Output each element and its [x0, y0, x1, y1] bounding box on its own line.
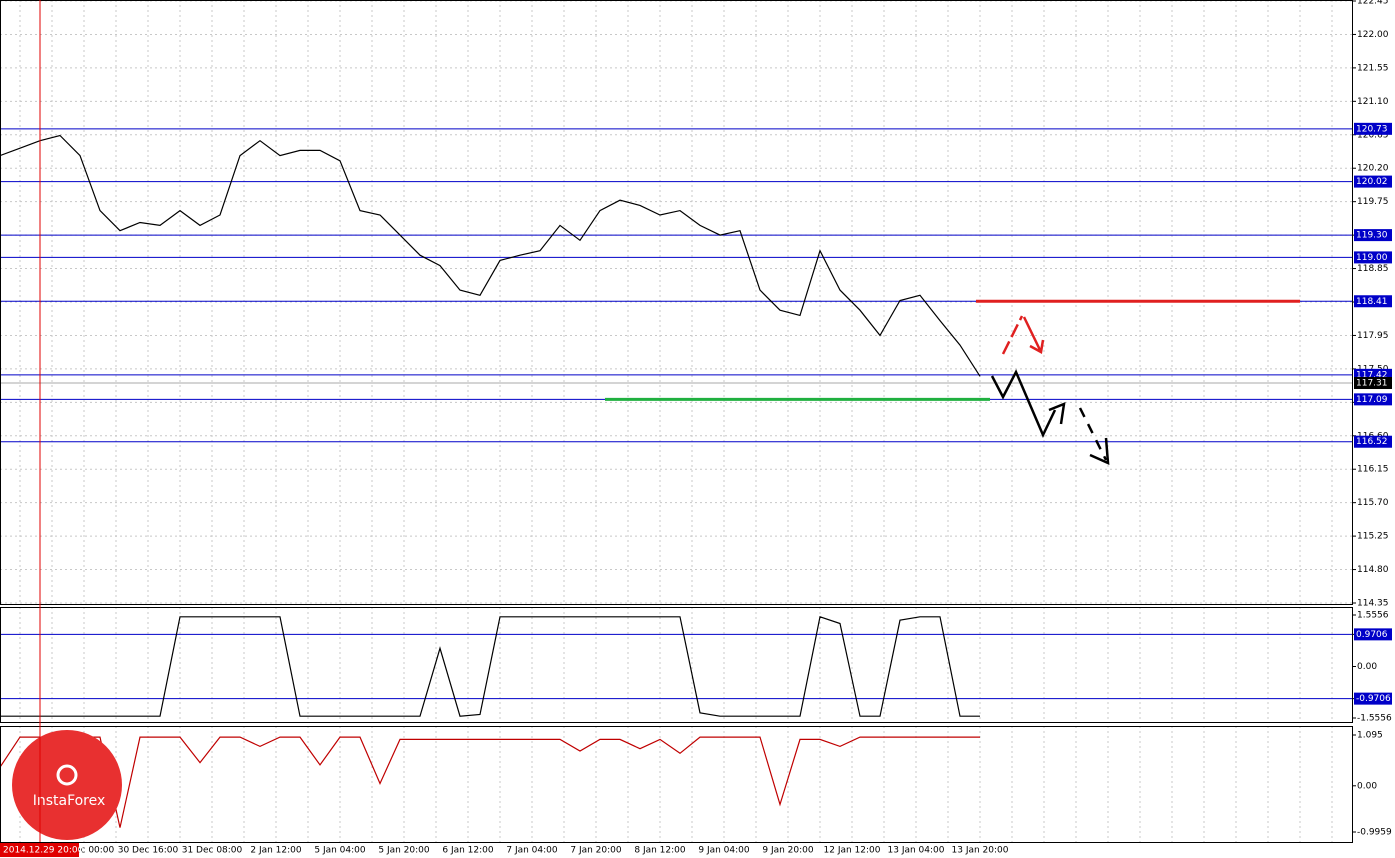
y-tick-label: 117.95	[1357, 331, 1389, 341]
level-label: 0.9706	[1356, 630, 1388, 640]
forecast-arrowhead	[1089, 437, 1110, 465]
x-tick-label: 9 Jan 04:00	[698, 846, 750, 856]
y-tick-label: 121.55	[1357, 63, 1389, 73]
x-tick-label: 30 Dec 16:00	[118, 846, 179, 856]
x-tick-label: 31 Dec 08:00	[182, 846, 243, 856]
level-label: 120.02	[1356, 177, 1388, 187]
y-tick-label: 114.35	[1357, 599, 1389, 609]
current-label: 117.31	[1356, 379, 1388, 389]
x-tick-label: 7 Jan 20:00	[570, 846, 622, 856]
y-tick-label: -1.5556	[1357, 714, 1392, 724]
grid	[0, 0, 1352, 842]
level-tag	[1354, 628, 1392, 641]
y-tick-label: 115.70	[1357, 498, 1389, 508]
y-tick-label: 119.75	[1357, 197, 1389, 207]
y-tick-label: 121.10	[1357, 97, 1389, 107]
level-label: 119.00	[1356, 253, 1388, 263]
x-tick-label: 7 Jan 04:00	[506, 846, 558, 856]
level-label: -0.9706	[1356, 694, 1391, 704]
forecast-dashed	[1078, 407, 1108, 461]
level-label: 118.41	[1356, 297, 1388, 307]
y-tick-label: 120.20	[1357, 164, 1389, 174]
y-tick-label: 122.00	[1357, 30, 1389, 40]
level-label: 117.09	[1356, 395, 1388, 405]
y-tick-label: -0.9959	[1357, 828, 1392, 838]
marks	[0, 128, 1352, 828]
current-tag	[1354, 377, 1392, 390]
alt-arrow	[1022, 316, 1045, 354]
level-tag	[1354, 393, 1392, 406]
forecast-arrow	[1048, 402, 1066, 425]
annotations	[990, 315, 1110, 465]
y-tick-label: 0.00	[1357, 662, 1377, 672]
x-tick-label: 5 Jan 20:00	[378, 846, 430, 856]
y-tick-label: 115.25	[1357, 532, 1389, 542]
level-tag	[1354, 435, 1392, 448]
logo-icon	[56, 764, 78, 786]
y-tick-label: 0.00	[1357, 781, 1377, 791]
x-tick-label: 2 Jan 12:00	[250, 846, 302, 856]
y-tick-label: 114.80	[1357, 565, 1389, 575]
x-tick-label: 5 Jan 04:00	[314, 846, 366, 856]
panel-frame	[0, 726, 1353, 843]
level-label: 120.73	[1356, 124, 1388, 134]
y-tick-label: 122.45	[1357, 0, 1389, 7]
panel-frame	[0, 607, 1353, 723]
crosshair-label: 2014.12.29 20:00	[3, 846, 84, 856]
y-tick-label: 116.15	[1357, 465, 1389, 475]
level-tag	[1354, 229, 1392, 242]
x-tick-label: 13 Jan 04:00	[888, 846, 945, 856]
x-tick-label: 30 Dec 00:00	[54, 846, 115, 856]
x-tick-label: 6 Jan 12:00	[442, 846, 494, 856]
series-line	[0, 134, 981, 377]
x-tick-label: 13 Jan 20:00	[952, 846, 1009, 856]
y-tick-label: 1.095	[1357, 731, 1383, 741]
y-tick-label: 118.85	[1357, 264, 1389, 274]
level-label: 117.42	[1356, 370, 1388, 380]
level-label: 116.52	[1356, 437, 1388, 447]
x-tick-label: 12 Jan 12:00	[824, 846, 881, 856]
forecast-path	[990, 369, 1057, 439]
x-tick-label: 8 Jan 12:00	[634, 846, 686, 856]
level-tag	[1354, 295, 1392, 308]
logo-text: InstaForex	[33, 793, 106, 809]
series-line	[0, 736, 980, 828]
x-tick-label: 9 Jan 20:00	[762, 846, 814, 856]
y-tick-label: 120.65	[1357, 130, 1389, 140]
logo: InstaForex	[12, 730, 122, 840]
alt-path	[1001, 315, 1024, 355]
level-tag	[1354, 122, 1392, 135]
level-tag	[1354, 692, 1392, 705]
series-line	[0, 616, 980, 717]
y-tick-label: 1.5556	[1357, 611, 1389, 621]
crosshair-tag	[0, 843, 79, 857]
level-tag	[1354, 251, 1392, 264]
level-tag	[1354, 175, 1392, 188]
level-label: 119.30	[1356, 231, 1388, 241]
